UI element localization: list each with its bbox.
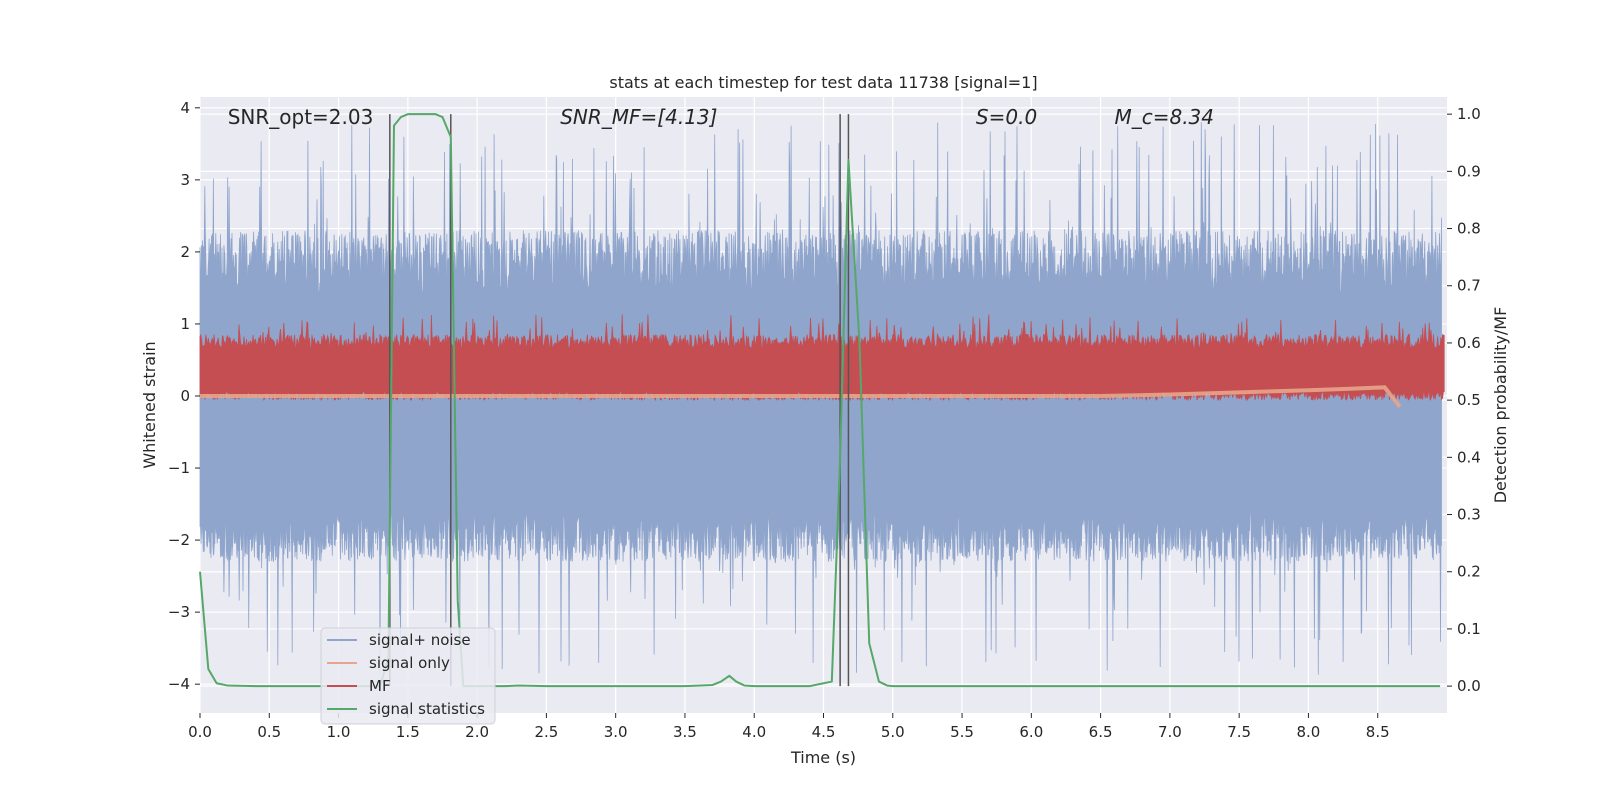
y2-axis-label: Detection probability/MF [1491,307,1510,504]
x-tick-label: 8.0 [1297,723,1321,741]
y2-tick-label: 0.5 [1457,391,1481,409]
series-signal-only [200,385,1402,409]
y2-tick-label: 0.8 [1457,220,1481,238]
y2-tick-label: 1.0 [1457,105,1481,123]
y-tick-label: 1 [180,315,190,333]
x-tick-label: 4.5 [812,723,836,741]
x-tick-label: 5.5 [950,723,974,741]
x-tick-label: 0.5 [257,723,281,741]
legend: signal+ noise signal only MF signal statist… [320,627,496,725]
x-axis-label: Time (s) [790,748,856,767]
y2-tick-label: 0.3 [1457,506,1481,524]
legend-label: signal statistics [369,700,485,718]
y2-tick-label: 0.6 [1457,334,1481,352]
x-tick-label: 7.0 [1158,723,1182,741]
y-tick-label: −4 [168,675,190,693]
legend-label: signal+ noise [369,631,471,649]
x-tick-label: 4.0 [742,723,766,741]
y-tick-label: −3 [168,603,190,621]
x-tick-label: 2.0 [465,723,489,741]
y2-ticks: 0.0 0.1 0.2 0.3 0.4 0.5 0.6 0.7 0.8 0.9 1.0 [1447,105,1481,695]
y2-tick-label: 0.9 [1457,162,1481,180]
signal-noise-trace [199,122,1442,675]
x-tick-label: 1.5 [396,723,420,741]
annotation-text: SNR_MF=[4.13] [560,105,717,129]
y-tick-label: 3 [180,171,190,189]
y2-tick-label: 0.1 [1457,620,1481,638]
series-signal-noise [199,122,1442,675]
annotation-text: S=0.0 [976,105,1037,129]
y-tick-label: 2 [180,243,190,261]
x-tick-label: 6.5 [1089,723,1113,741]
y2-tick-label: 0.7 [1457,277,1481,295]
annotations: SNR_opt=2.03 SNR_MF=[4.13] S=0.0 M_c=8.34 [228,105,1214,129]
y-tick-label: 4 [180,99,190,117]
x-tick-label: 7.5 [1227,723,1251,741]
x-tick-label: 3.0 [604,723,628,741]
x-tick-label: 2.5 [534,723,558,741]
x-tick-label: 3.5 [673,723,697,741]
x-tick-label: 8.5 [1366,723,1390,741]
annotation-text: SNR_opt=2.03 [228,105,374,129]
x-tick-label: 0.0 [188,723,212,741]
y2-tick-label: 0.0 [1457,677,1481,695]
y-tick-label: −1 [168,459,190,477]
legend-label: signal only [369,654,450,672]
chart-title: stats at each timestep for test data 117… [609,73,1037,92]
y2-tick-label: 0.2 [1457,563,1481,581]
y2-tick-label: 0.4 [1457,448,1481,466]
x-tick-label: 6.0 [1019,723,1043,741]
legend-label: MF [369,677,391,695]
y-tick-label: −2 [168,531,190,549]
y-tick-label: 0 [180,387,190,405]
y-axis-label: Whitened strain [140,341,159,468]
x-tick-label: 1.0 [327,723,351,741]
x-ticks: 0.0 0.5 1.0 1.5 2.0 2.5 3.0 3.5 4.0 4.5 5.0 5.5 6.0 6… [188,713,1390,741]
annotation-text: M_c=8.34 [1114,105,1214,129]
y-ticks: −4 −3 −2 −1 0 1 2 3 4 [168,99,200,693]
signal-only-trace [200,385,1402,409]
legend-box [320,627,496,725]
x-tick-label: 5.0 [881,723,905,741]
